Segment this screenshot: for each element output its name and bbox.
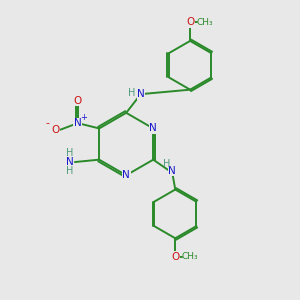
Text: N: N [122,170,130,180]
Text: H: H [66,166,73,176]
Text: N: N [137,89,145,99]
Text: H: H [66,148,73,158]
Text: N: N [168,166,176,176]
Text: N: N [149,124,157,134]
Text: N: N [74,118,82,128]
Text: H: H [163,158,170,169]
Text: O: O [51,124,59,135]
Text: CH₃: CH₃ [197,18,213,27]
Text: O: O [186,17,194,28]
Text: O: O [171,252,179,262]
Text: N: N [66,157,73,167]
Text: CH₃: CH₃ [182,252,198,261]
Text: H: H [128,88,135,98]
Text: O: O [74,95,82,106]
Text: -: - [46,118,50,128]
Text: +: + [80,113,87,122]
